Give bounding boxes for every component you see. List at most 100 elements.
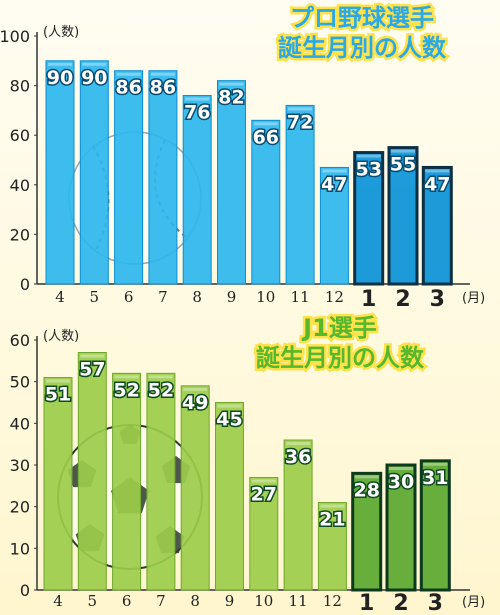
bar <box>43 377 73 591</box>
bar <box>317 502 347 591</box>
bar <box>385 463 417 592</box>
baseball-birth-month-chart: 0 20 40 60 80 100 (人数) 90 4 90 5 86 6 86 7 76 8 82 9 66 10 72… <box>0 2 485 313</box>
bar-value-label: 28 <box>353 479 379 501</box>
bar-value-label: 47 <box>321 173 347 195</box>
bar-highlight <box>150 72 175 76</box>
bar-value-label: 36 <box>285 446 311 468</box>
x-tick-label: 1 <box>359 591 374 615</box>
bar-value-label: 31 <box>422 467 448 489</box>
bar-value-label: 55 <box>390 154 416 176</box>
bar <box>112 372 142 591</box>
bar-highlight <box>148 375 173 379</box>
y-tick-label: 50 <box>10 373 30 392</box>
x-tick-label: 2 <box>393 591 408 615</box>
x-tick-label: 10 <box>256 288 275 306</box>
bar-highlight <box>82 62 107 66</box>
j1-birth-month-chart: 0 10 20 30 40 50 60 (人数) 51 4 57 5 52 6 52 7 49 8 45 9 27 10 3… <box>10 312 486 615</box>
bar-highlight <box>423 462 448 466</box>
bar-value-label: 86 <box>115 77 141 99</box>
y-tick-label: 30 <box>10 456 30 475</box>
y-tick-label: 60 <box>10 126 30 145</box>
bar <box>351 471 383 592</box>
x-tick-label: 3 <box>430 287 445 312</box>
bar-highlight <box>391 149 415 153</box>
y-tick-label: 10 <box>10 539 30 558</box>
bar-highlight <box>251 479 276 483</box>
bar-highlight <box>116 72 141 76</box>
x-tick-label: 6 <box>122 592 132 610</box>
x-tick-label: 5 <box>88 592 98 610</box>
bar <box>285 104 315 285</box>
x-tick-label: 6 <box>124 288 134 306</box>
y-tick-label: 0 <box>20 581 30 600</box>
bar <box>353 151 385 286</box>
x-unit-label: (月) <box>462 595 485 610</box>
bar-highlight <box>253 122 278 126</box>
bar-highlight <box>356 154 381 158</box>
bar-highlight <box>114 375 139 379</box>
chart-title: 誕生月別の人数 <box>256 344 425 372</box>
x-tick-label: 10 <box>254 592 273 610</box>
bar-value-label: 47 <box>424 173 450 195</box>
bar-value-label: 52 <box>113 379 139 401</box>
bar-value-label: 45 <box>216 409 242 431</box>
bar-highlight <box>46 379 70 383</box>
bar-highlight <box>217 404 242 408</box>
x-tick-label: 9 <box>225 592 235 610</box>
bar-highlight <box>425 169 450 173</box>
bar <box>319 166 349 285</box>
x-tick-label: 5 <box>90 288 100 306</box>
x-unit-label: (月) <box>462 291 485 306</box>
bar-value-label: 30 <box>388 471 414 493</box>
bar-highlight <box>286 442 311 445</box>
x-tick-label: 4 <box>53 592 63 610</box>
bar <box>419 459 451 592</box>
bar <box>182 95 212 285</box>
bar <box>114 70 144 285</box>
bar <box>249 477 279 591</box>
x-tick-label: 11 <box>291 288 310 306</box>
bar-highlight <box>389 467 413 470</box>
x-tick-label: 12 <box>325 288 344 306</box>
chart-title: 誕生月別の人数 <box>278 34 447 62</box>
chart-title: J1選手 <box>301 314 377 342</box>
y-tick-label: 100 <box>0 27 30 46</box>
bar <box>79 60 109 285</box>
bar-highlight <box>320 504 345 508</box>
bar-highlight <box>48 62 72 66</box>
x-tick-label: 1 <box>361 287 376 312</box>
y-tick-label: 20 <box>10 498 30 517</box>
bar <box>180 385 210 591</box>
bar-highlight <box>183 387 208 391</box>
bar <box>146 372 176 591</box>
bar-highlight <box>219 82 244 86</box>
x-tick-label: 2 <box>395 287 410 312</box>
y-tick-label: 40 <box>10 176 30 195</box>
chart-title: プロ野球選手 <box>290 4 434 32</box>
bar-value-label: 82 <box>218 87 244 109</box>
bar-value-label: 51 <box>45 384 71 406</box>
y-unit-label: (人数) <box>43 329 79 344</box>
x-tick-label: 7 <box>156 592 166 610</box>
bar <box>148 70 178 285</box>
y-tick-label: 60 <box>10 331 30 350</box>
bar <box>217 80 246 285</box>
x-tick-label: 12 <box>323 592 342 610</box>
bar <box>421 165 453 286</box>
bar-value-label: 72 <box>287 111 313 133</box>
x-tick-label: 3 <box>428 591 443 615</box>
y-tick-label: 40 <box>10 414 30 433</box>
bar <box>215 402 244 591</box>
bar-highlight <box>354 475 379 479</box>
x-tick-label: 11 <box>289 592 308 610</box>
y-tick-label: 20 <box>10 225 30 244</box>
bar-value-label: 27 <box>251 484 277 506</box>
bar-value-label: 57 <box>79 359 105 381</box>
bar <box>45 60 75 285</box>
x-tick-label: 7 <box>158 288 168 306</box>
bar-value-label: 90 <box>81 67 107 89</box>
bar-value-label: 21 <box>319 509 345 531</box>
bar-highlight <box>80 354 105 358</box>
